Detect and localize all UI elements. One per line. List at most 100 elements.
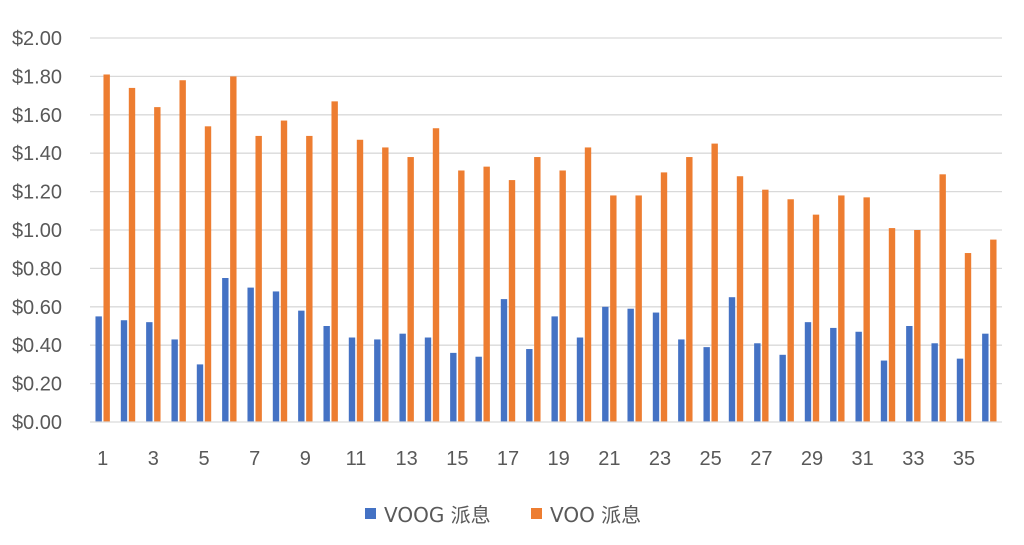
bar-voo xyxy=(382,147,389,422)
bar-voo xyxy=(407,157,414,423)
bar-voo xyxy=(280,120,288,422)
bar-voog xyxy=(576,337,584,422)
bar-voo xyxy=(660,172,668,422)
bars xyxy=(95,74,997,423)
y-tick-label: $0.00 xyxy=(12,412,62,434)
x-tick-label: 21 xyxy=(598,448,620,470)
bar-voo xyxy=(939,174,946,422)
bar-voog xyxy=(196,364,204,422)
bar-voo xyxy=(964,253,972,422)
y-tick-label: $1.40 xyxy=(12,143,62,165)
bar-voo xyxy=(154,107,161,423)
x-tick-label: 5 xyxy=(198,448,209,470)
bar-voo xyxy=(863,197,870,422)
x-tick-label: 7 xyxy=(249,448,260,470)
x-tick-label: 27 xyxy=(750,448,772,470)
x-tick-label: 23 xyxy=(649,448,671,470)
bar-voo xyxy=(559,170,566,422)
bar-voo xyxy=(331,101,338,423)
bar-voog xyxy=(754,343,761,422)
x-tick-label: 15 xyxy=(446,448,468,470)
y-tick-label: $0.80 xyxy=(12,258,62,280)
bar-voog xyxy=(146,322,153,422)
bar-voo xyxy=(812,214,820,422)
bar-voo xyxy=(483,166,490,422)
legend-label-voo: VOO 派息 xyxy=(550,503,641,527)
y-axis-labels: $0.00 $0.20 $0.40 $0.60 $0.80 $1.00 $1.20 $1.40… xyxy=(12,28,62,434)
bar-voog xyxy=(120,320,128,422)
bar-voo xyxy=(128,87,136,423)
bar-voo xyxy=(914,230,921,422)
y-tick-label: $1.60 xyxy=(12,105,62,127)
legend: VOOG 派息 VOO 派息 xyxy=(365,503,641,527)
bar-voo xyxy=(686,157,693,423)
bar-voog xyxy=(95,316,102,422)
bar-voo xyxy=(103,74,110,422)
bar-voog xyxy=(830,327,837,422)
bar-voog xyxy=(855,331,862,422)
bar-voog xyxy=(804,322,812,422)
y-tick-label: $1.80 xyxy=(12,66,62,88)
bar-voog xyxy=(956,358,964,422)
bar-voog xyxy=(348,337,356,422)
x-tick-label: 29 xyxy=(801,448,823,470)
bar-voo xyxy=(711,143,718,422)
x-tick-label: 19 xyxy=(548,448,570,470)
bar-voog xyxy=(880,360,888,422)
y-tick-label: $2.00 xyxy=(12,28,62,50)
bar-voog xyxy=(602,306,609,422)
bar-voo xyxy=(356,139,364,422)
bar-voo xyxy=(838,195,845,422)
x-tick-label: 17 xyxy=(497,448,519,470)
y-tick-label: $0.40 xyxy=(12,335,62,357)
bar-voog xyxy=(728,297,736,422)
y-tick-label: $0.60 xyxy=(12,297,62,319)
bar-voog xyxy=(678,339,685,422)
bar-voo xyxy=(255,135,262,423)
bar-voog xyxy=(982,333,989,422)
bar-voo xyxy=(635,195,642,422)
bar-voo xyxy=(736,176,744,422)
bar-voog xyxy=(551,316,558,422)
x-tick-label: 11 xyxy=(346,448,367,470)
legend-swatch-voo xyxy=(531,508,542,519)
bar-voo xyxy=(787,199,794,422)
x-tick-label: 33 xyxy=(902,448,924,470)
bar-voog xyxy=(779,354,786,422)
bar-voo xyxy=(534,157,541,423)
y-tick-label: $1.00 xyxy=(12,220,62,242)
bar-voo xyxy=(990,239,997,422)
bar-voog xyxy=(247,287,254,422)
bar-voog xyxy=(298,310,305,422)
bar-voog xyxy=(374,339,381,422)
bar-voog xyxy=(222,278,229,422)
x-tick-label: 25 xyxy=(700,448,722,470)
y-tick-label: $1.20 xyxy=(12,182,62,204)
x-tick-label: 9 xyxy=(300,448,311,470)
bar-voog xyxy=(652,312,660,422)
y-tick-label: $0.20 xyxy=(12,374,62,396)
bar-voo xyxy=(888,228,896,422)
bar-voo xyxy=(306,135,313,423)
x-tick-label: 31 xyxy=(852,448,874,470)
bar-voo xyxy=(508,180,516,422)
bar-voog xyxy=(424,337,432,422)
x-tick-label: 13 xyxy=(396,448,418,470)
bar-voo xyxy=(179,80,186,423)
bar-voog xyxy=(931,343,938,422)
bar-voog xyxy=(627,308,634,422)
bar-voog xyxy=(450,352,457,422)
bar-voo xyxy=(762,189,769,422)
x-tick-label: 1 xyxy=(97,448,108,470)
bar-voo xyxy=(610,195,617,422)
legend-swatch-voog xyxy=(365,508,376,519)
x-tick-label: 3 xyxy=(148,448,159,470)
bar-voog xyxy=(500,299,508,422)
bar-voog xyxy=(272,291,280,422)
bar-voo xyxy=(230,76,237,423)
bar-voog xyxy=(526,349,533,422)
bar-voog xyxy=(171,339,178,422)
bar-voog xyxy=(906,326,913,422)
x-axis-labels: 1 3 5 7 9 11 13 15 17 19 21 23 25 27 29 31 33 35 xyxy=(97,448,975,470)
